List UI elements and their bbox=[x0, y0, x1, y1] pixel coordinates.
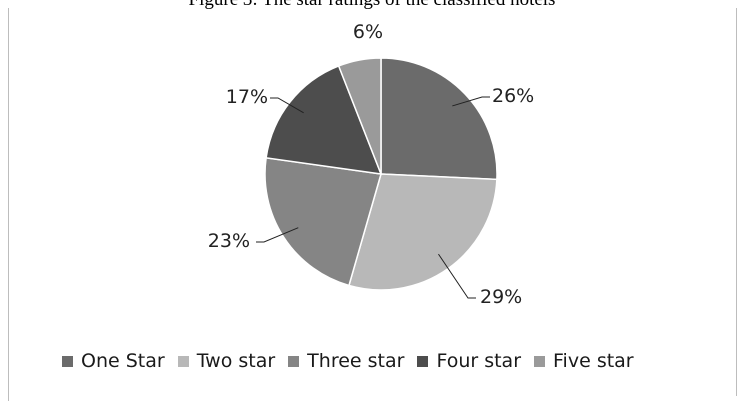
legend-item-one-star: One Star bbox=[62, 350, 165, 372]
legend-swatch bbox=[534, 355, 546, 367]
pie-slice-four-star bbox=[265, 65, 383, 175]
legend-swatch bbox=[417, 355, 429, 367]
chart-legend: One Star Two star Three star Four star Five … bbox=[62, 350, 647, 372]
legend-item-five-star: Five star bbox=[534, 350, 634, 372]
legend-label: One Star bbox=[81, 350, 165, 372]
legend-label: Four star bbox=[436, 350, 522, 372]
data-label-five-star: 6% bbox=[353, 21, 383, 43]
chart-frame bbox=[8, 8, 737, 396]
legend-swatch bbox=[62, 355, 73, 367]
legend-label: Three star bbox=[307, 350, 405, 372]
figure-caption: Figure 3: The star ratings of the classi… bbox=[0, 0, 744, 11]
legend-swatch bbox=[177, 355, 189, 367]
data-label-four-star: 17% bbox=[226, 86, 268, 108]
leader-line-two-star bbox=[438, 253, 476, 299]
legend-item-four-star: Four star bbox=[417, 350, 521, 372]
legend-swatch bbox=[288, 355, 300, 367]
chart-frame-edge bbox=[8, 390, 9, 401]
legend-label: Five star bbox=[553, 350, 634, 372]
data-label-two-star: 29% bbox=[480, 286, 522, 308]
leader-line-four-star bbox=[270, 97, 304, 114]
data-label-one-star: 26% bbox=[492, 85, 534, 107]
legend-label: Two star bbox=[196, 350, 276, 372]
pie-slice-one-star bbox=[380, 57, 498, 181]
leader-line-three-star bbox=[256, 227, 299, 243]
leader-line-one-star bbox=[452, 96, 490, 107]
pie-slice-two-star bbox=[348, 173, 498, 291]
pie-slice-three-star bbox=[264, 156, 382, 287]
pie-slice-five-star bbox=[337, 57, 382, 175]
legend-item-two-star: Two star bbox=[177, 350, 276, 372]
legend-item-three-star: Three star bbox=[288, 350, 404, 372]
data-label-three-star: 23% bbox=[208, 230, 250, 252]
